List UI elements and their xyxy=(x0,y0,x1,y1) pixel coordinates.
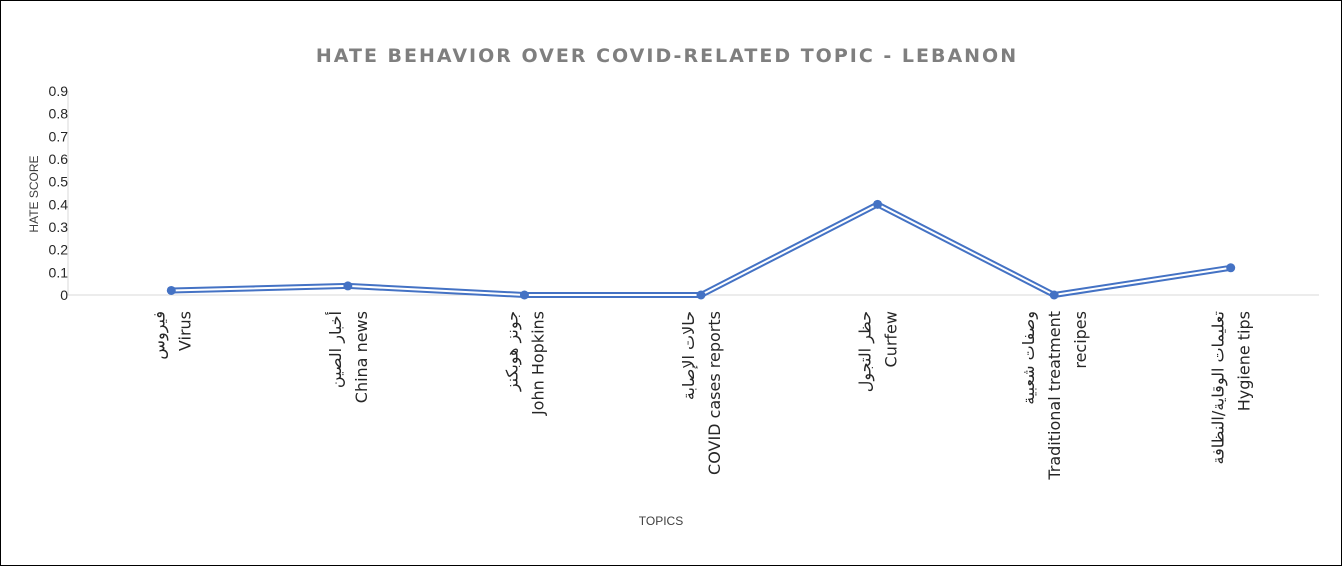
data-point xyxy=(873,199,883,209)
data-point xyxy=(1049,290,1059,300)
y-tick-labels: 0 0.1 0.2 0.3 0.4 0.5 0.6 0.7 0.8 0.9 xyxy=(49,83,69,303)
x-tick-label: COVID cases reports xyxy=(705,311,724,475)
y-tick-label: 0.9 xyxy=(49,83,69,99)
x-tick-labels: فيروس Virus أخبار الصين China news جونز هوبك… xyxy=(149,311,1253,481)
data-point xyxy=(696,290,706,300)
y-tick-label: 0.6 xyxy=(49,151,69,167)
data-point xyxy=(519,290,529,300)
x-tick-label: وصفات شعبية xyxy=(1019,311,1039,405)
x-tick-label: Traditional treatment xyxy=(1045,311,1064,481)
data-points xyxy=(166,199,1236,300)
y-tick-label: 0.1 xyxy=(49,264,69,280)
x-tick-label: حظر التجول xyxy=(856,311,876,392)
x-tick-label: فيروس xyxy=(149,311,169,360)
y-tick-label: 0.4 xyxy=(49,196,69,212)
data-point xyxy=(166,285,176,295)
x-tick-label: Curfew xyxy=(882,311,901,367)
y-tick-label: 0.7 xyxy=(49,128,69,144)
chart-title: HATE BEHAVIOR OVER COVID-RELATED TOPIC -… xyxy=(316,45,1018,67)
data-point xyxy=(1226,263,1236,273)
y-tick-label: 0.2 xyxy=(49,242,69,258)
x-tick-label: أخبار الصين xyxy=(325,311,346,388)
data-point xyxy=(343,281,353,291)
y-tick-label: 0.3 xyxy=(49,219,69,235)
y-axis-title: HATE SCORE xyxy=(27,155,41,232)
x-tick-label: recipes xyxy=(1071,311,1090,369)
x-tick-label: John Hopkins xyxy=(528,311,547,416)
x-tick-label: حالات الإصابة xyxy=(679,311,698,400)
y-tick-label: 0 xyxy=(60,287,68,303)
series-line xyxy=(171,200,1232,299)
series-line-inner xyxy=(171,203,1231,297)
x-tick-label: China news xyxy=(352,311,371,403)
x-tick-label: Virus xyxy=(175,311,194,351)
y-tick-label: 0.5 xyxy=(49,174,69,190)
x-axis-title: TOPICS xyxy=(639,514,683,528)
series-lines xyxy=(171,200,1232,299)
x-tick-label: جونز هوبكنز xyxy=(502,311,522,392)
x-tick-label: تعليمات الوقاية/النظافة xyxy=(1209,311,1229,464)
x-tick-label: Hygiene tips xyxy=(1235,311,1254,411)
y-tick-label: 0.8 xyxy=(49,106,69,122)
